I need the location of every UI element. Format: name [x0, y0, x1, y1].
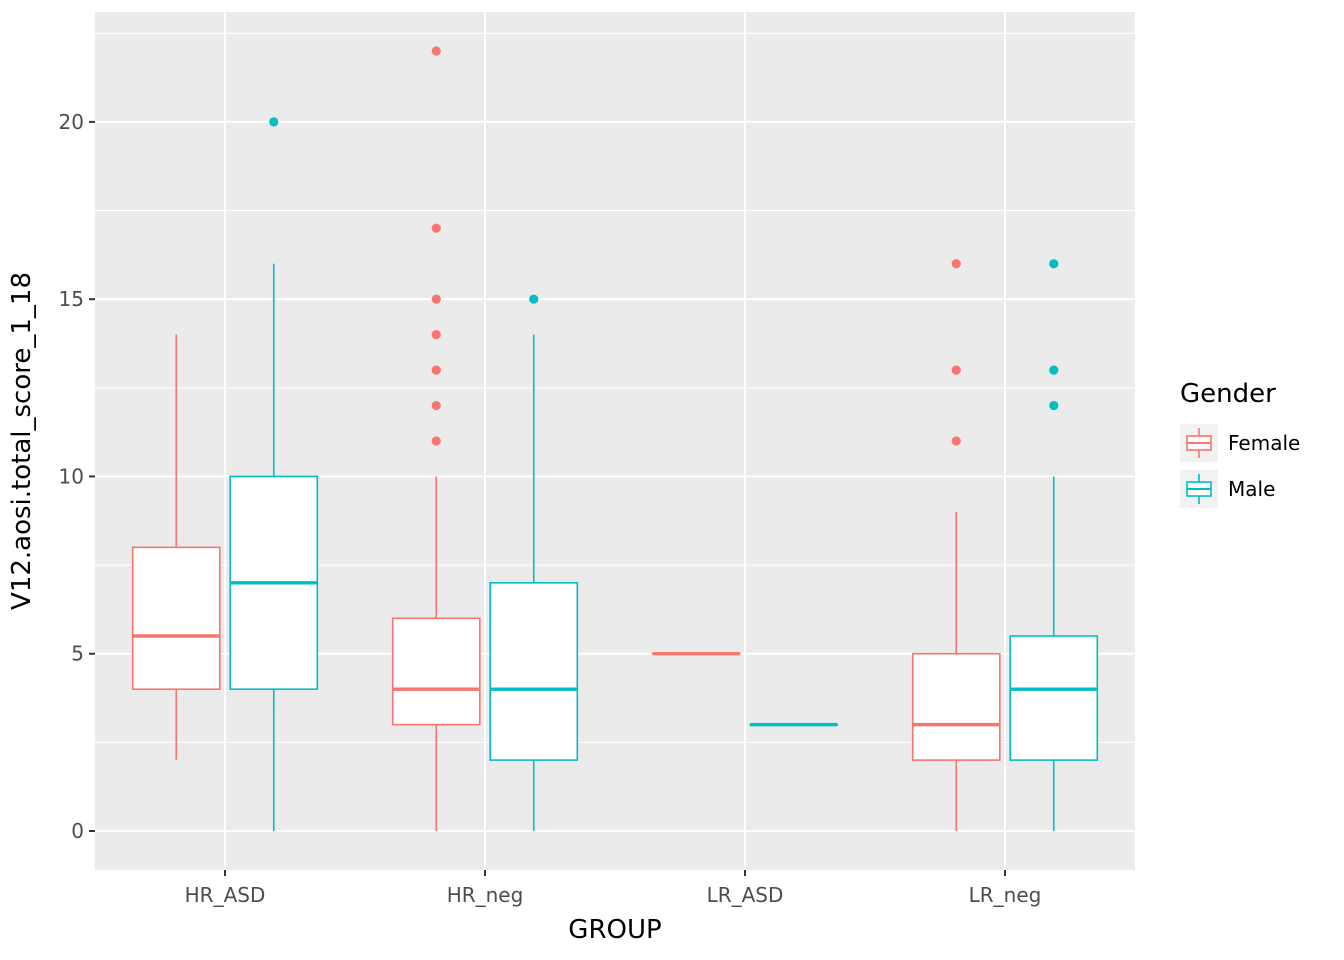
outlier-point: [951, 365, 961, 375]
outlier-point: [431, 436, 441, 446]
outlier-point: [431, 294, 441, 304]
outlier-point: [1049, 400, 1059, 411]
x-axis-title: GROUP: [568, 915, 661, 945]
y-tick-label: 10: [59, 464, 84, 488]
outlier-point: [951, 436, 961, 446]
box-female-LR_neg: [911, 259, 1001, 831]
box-male-LR_neg: [1009, 259, 1099, 831]
legend-key-female: [1180, 424, 1218, 462]
x-tick-label: LR_neg: [969, 883, 1042, 907]
legend-label: Male: [1228, 477, 1275, 501]
outlier-point: [431, 223, 441, 233]
y-tick-label: 0: [71, 819, 84, 843]
legend-title: Gender: [1180, 379, 1276, 409]
y-tick-label: 5: [71, 642, 84, 666]
x-tick-label: HR_neg: [447, 883, 524, 907]
outlier-point: [529, 294, 539, 304]
outlier-point: [1049, 259, 1059, 269]
outlier-point: [431, 400, 441, 411]
x-tick-label: LR_ASD: [707, 883, 784, 907]
legend-label: Female: [1228, 431, 1300, 455]
box-female-HR_ASD: [131, 334, 221, 761]
box-male-HR_neg: [489, 294, 579, 831]
outlier-point: [431, 365, 441, 375]
y-tick-label: 20: [59, 110, 84, 134]
y-axis-title: V12.aosi.total_score_1_18: [7, 272, 37, 610]
y-axis: 0 5 10 15 20: [59, 110, 95, 843]
box-male-HR_ASD: [229, 117, 319, 831]
x-tick-label: HR_ASD: [185, 883, 266, 907]
outlier-point: [951, 259, 961, 269]
outlier-point: [1049, 365, 1059, 375]
outlier-point: [269, 117, 279, 127]
box-female-HR_neg: [391, 46, 481, 831]
outlier-point: [431, 46, 441, 56]
legend: Gender Female Male: [1180, 379, 1300, 508]
y-tick-label: 15: [59, 287, 84, 311]
legend-key-male: [1180, 470, 1218, 508]
x-axis: HR_ASD HR_neg LR_ASD LR_neg: [185, 870, 1042, 907]
outlier-point: [431, 330, 441, 340]
